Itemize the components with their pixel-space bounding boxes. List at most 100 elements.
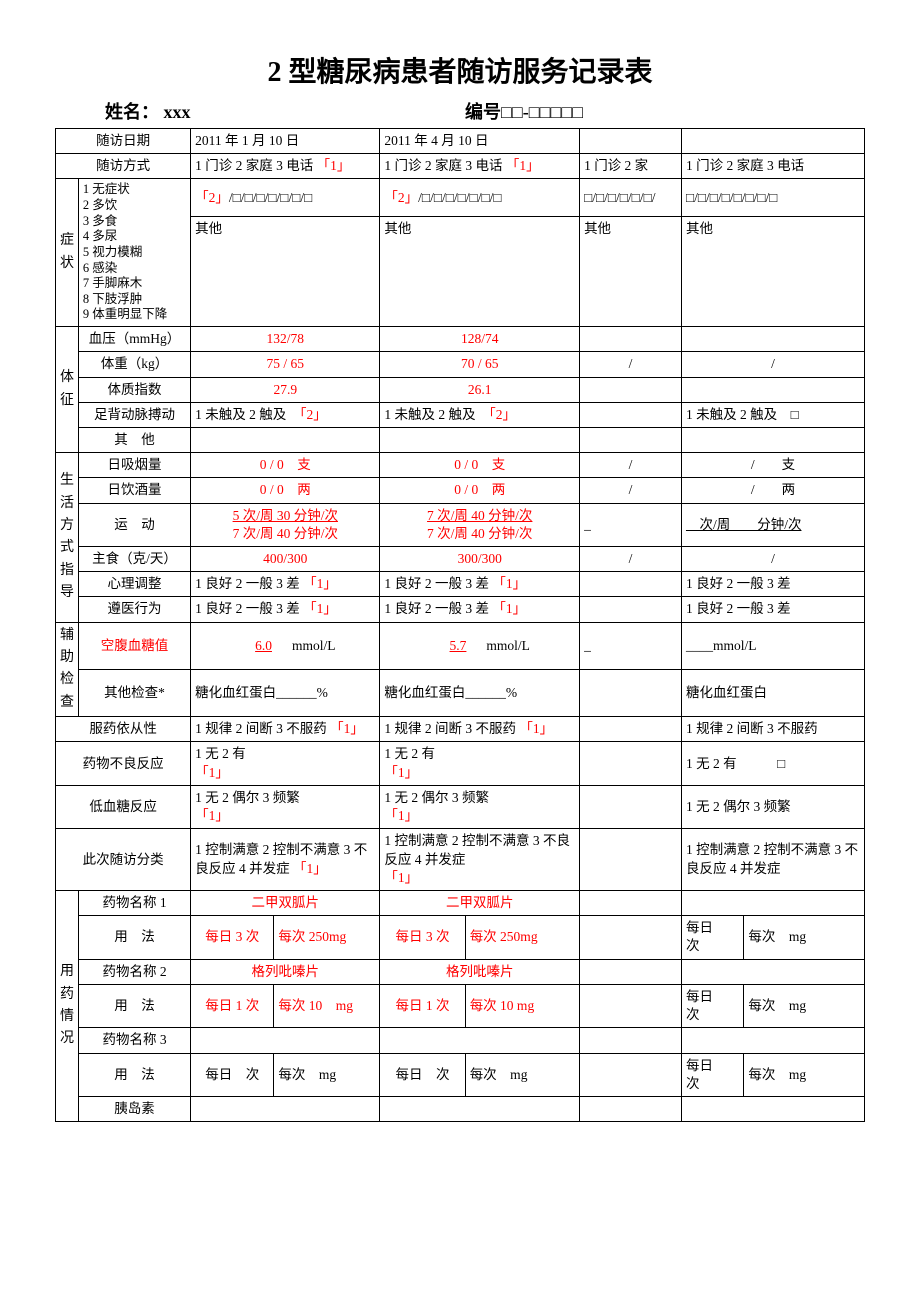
page-title: 2 型糖尿病患者随访服务记录表	[55, 50, 865, 90]
v3	[580, 377, 682, 402]
v1-other: 其他	[191, 217, 380, 327]
v4b: 每次 mg	[744, 916, 865, 959]
label: 运 动	[78, 503, 190, 546]
row-bmi: 体质指数 27.9 26.1	[56, 377, 865, 402]
v2: 70 / 65	[380, 352, 580, 377]
v2b: 每次 10 mg	[465, 984, 579, 1027]
v1: 1 良好 2 一般 3 差 「1」	[191, 597, 380, 622]
v2a: 每日 1 次	[380, 984, 465, 1027]
v4: 1 无 2 有 □	[681, 742, 864, 785]
v3: □/□/□/□/□/□/	[580, 179, 682, 217]
v1: 格列吡嗪片	[191, 959, 380, 984]
v1: 400/300	[191, 547, 380, 572]
v3: /	[580, 478, 682, 503]
v2: 「2」/□/□/□/□/□/□/□	[380, 179, 580, 217]
label: 遵医行为	[78, 597, 190, 622]
v2	[380, 427, 580, 452]
row-adherence: 服药依从性 1 规律 2 间断 3 不服药 「1」 1 规律 2 间断 3 不服…	[56, 717, 865, 742]
v1	[191, 1096, 380, 1121]
row-psy: 心理调整 1 良好 2 一般 3 差 「1」 1 良好 2 一般 3 差 「1」…	[56, 572, 865, 597]
v2: 糖化血红蛋白______%	[380, 669, 580, 716]
row-med3-use: 用 法 每日 次 每次 mg 每日 次 每次 mg 每日 次 每次 mg	[56, 1053, 865, 1096]
v3: 1 门诊 2 家	[580, 154, 682, 179]
v2: 1 门诊 2 家庭 3 电话 「1」	[380, 154, 580, 179]
v4: 1 未触及 2 触及 □	[681, 402, 864, 427]
v2: 0 / 0 两	[380, 478, 580, 503]
v4	[681, 891, 864, 916]
v4	[681, 377, 864, 402]
v3	[580, 1096, 682, 1121]
v1: 1 门诊 2 家庭 3 电话 「1」	[191, 154, 380, 179]
vhead-signs: 体 征	[56, 327, 79, 453]
row-fbg: 辅助检查 空腹血糖值 6.0mmol/L 5.7mmol/L _ ____mmo…	[56, 622, 865, 669]
v2: 0 / 0 支	[380, 453, 580, 478]
label: 其 他	[78, 427, 190, 452]
v2: 300/300	[380, 547, 580, 572]
v3	[580, 402, 682, 427]
v4: 1 良好 2 一般 3 差	[681, 597, 864, 622]
label: 药物名称 3	[78, 1028, 190, 1053]
v4	[681, 327, 864, 352]
label: 血压（mmHg）	[78, 327, 190, 352]
v2: 5.7mmol/L	[380, 622, 580, 669]
label: 其他检查*	[78, 669, 190, 716]
label: 空腹血糖值	[78, 622, 190, 669]
v1a: 每日 3 次	[191, 916, 274, 959]
v1: 5 次/周 30 分钟/次7 次/周 40 分钟/次	[191, 503, 380, 546]
v4	[681, 427, 864, 452]
label: 日饮酒量	[78, 478, 190, 503]
label: 主食（克/天）	[78, 547, 190, 572]
v4-other: 其他	[681, 217, 864, 327]
v2: 1 无 2 偶尔 3 频繁 「1」	[380, 785, 580, 828]
v1: 1 控制满意 2 控制不满意 3 不良反应 4 并发症 「1」	[191, 829, 380, 891]
v1: 1 未触及 2 触及 「2」	[191, 402, 380, 427]
row-aux-other: 其他检查* 糖化血红蛋白______% 糖化血红蛋白______% 糖化血红蛋白	[56, 669, 865, 716]
v3	[580, 717, 682, 742]
v2: 128/74	[380, 327, 580, 352]
v2	[380, 1028, 580, 1053]
v1b: 每次 mg	[274, 1053, 380, 1096]
v1: 0 / 0 两	[191, 478, 380, 503]
row-sport: 运 动 5 次/周 30 分钟/次7 次/周 40 分钟/次 7 次/周 40 …	[56, 503, 865, 546]
symptom-list: 1 无症状 2 多饮 3 多食 4 多尿 5 视力模糊 6 感染 7 手脚麻木 …	[78, 179, 190, 327]
v3: /	[580, 453, 682, 478]
v4: / 支	[681, 453, 864, 478]
label: 用 法	[78, 916, 190, 959]
row-adr: 药物不良反应 1 无 2 有 「1」 1 无 2 有 「1」 1 无 2 有 □	[56, 742, 865, 785]
label: 服药依从性	[56, 717, 191, 742]
v1: 27.9	[191, 377, 380, 402]
row-symptom-codes: 症 状 1 无症状 2 多饮 3 多食 4 多尿 5 视力模糊 6 感染 7 手…	[56, 179, 865, 217]
v3	[580, 669, 682, 716]
v1: 132/78	[191, 327, 380, 352]
v2b: 每次 mg	[465, 1053, 579, 1096]
v3	[580, 829, 682, 891]
row-sign-other: 其 他	[56, 427, 865, 452]
name-value: xxx	[164, 102, 191, 122]
v2: 二甲双胍片	[380, 891, 580, 916]
v2: 2011 年 4 月 10 日	[380, 129, 580, 154]
v3	[580, 1028, 682, 1053]
v4: /	[681, 547, 864, 572]
v3	[580, 129, 682, 154]
v1: 75 / 65	[191, 352, 380, 377]
v2: 26.1	[380, 377, 580, 402]
v1: 2011 年 1 月 10 日	[191, 129, 380, 154]
v4a: 每日 次	[681, 1053, 743, 1096]
v1b: 每次 250mg	[274, 916, 380, 959]
label: 随访方式	[56, 154, 191, 179]
label: 心理调整	[78, 572, 190, 597]
v1: 6.0mmol/L	[191, 622, 380, 669]
v3	[580, 427, 682, 452]
v3: /	[580, 547, 682, 572]
v2: 1 无 2 有 「1」	[380, 742, 580, 785]
v3	[580, 572, 682, 597]
label: 用 法	[78, 984, 190, 1027]
v4	[681, 959, 864, 984]
v3	[580, 959, 682, 984]
v1: 二甲双胍片	[191, 891, 380, 916]
row-med1-use: 用 法 每日 3 次 每次 250mg 每日 3 次 每次 250mg 每日 次…	[56, 916, 865, 959]
v4	[681, 1028, 864, 1053]
v4: 1 无 2 偶尔 3 频繁	[681, 785, 864, 828]
row-med1-name: 用 药 情 况 药物名称 1 二甲双胍片 二甲双胍片	[56, 891, 865, 916]
vhead-life: 生活方式指导	[56, 453, 79, 623]
